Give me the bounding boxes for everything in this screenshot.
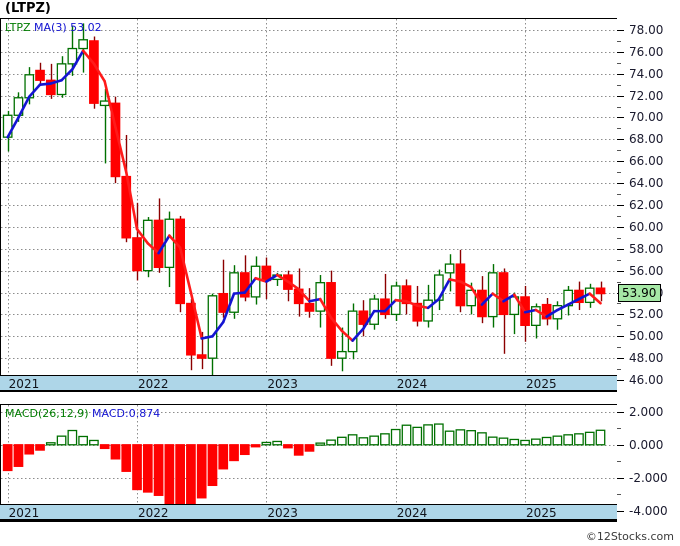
macd-y-tick-label: 2.000 <box>629 404 664 419</box>
y-tick-mark <box>617 183 624 185</box>
y-tick-mark <box>617 358 624 360</box>
price-x-axis: 2021 2022 2023 2024 2025 <box>0 375 618 392</box>
y-tick-label: 74.00 <box>629 66 664 81</box>
y-tick-mark <box>617 73 624 75</box>
macd-y-minor-tick <box>617 461 621 463</box>
legend-macd-indicator: MACD(26,12,9) <box>5 407 89 420</box>
x-tick-label: 2022 <box>138 377 169 391</box>
y-minor-tick <box>617 84 621 86</box>
watermark: ©12Stocks.com <box>585 530 674 543</box>
macd-y-tick-mark <box>617 477 624 479</box>
y-tick-mark <box>617 95 624 97</box>
y-tick-label: 76.00 <box>629 44 664 59</box>
last-price-flag: 53.90 <box>618 283 662 302</box>
x-tick-label: 2021 <box>8 377 40 391</box>
macd-x-axis: 2021 2022 2023 2024 2025 <box>0 504 618 521</box>
y-tick-label: 72.00 <box>629 88 664 103</box>
y-minor-tick <box>617 62 621 64</box>
y-tick-mark <box>617 139 624 141</box>
y-tick-label: 58.00 <box>629 241 664 256</box>
x-tick-label: 2025 <box>526 377 557 391</box>
y-minor-tick <box>617 172 621 174</box>
y-tick-label: 62.00 <box>629 198 664 212</box>
y-minor-tick <box>617 259 621 261</box>
macd-y-tick-mark <box>617 411 624 413</box>
legend-ma-label: MA(3) <box>34 21 67 34</box>
y-minor-tick <box>617 40 621 42</box>
y-tick-mark <box>617 336 624 338</box>
price-y-axis: 78.00 76.00 74.00 72.00 70.00 68.00 66.00 64.00… <box>617 18 680 392</box>
legend-macd-value: MACD:0.874 <box>92 407 161 420</box>
y-minor-tick <box>617 194 621 196</box>
y-minor-tick <box>617 347 621 349</box>
y-tick-mark <box>617 51 624 53</box>
macd-y-minor-tick <box>617 428 621 430</box>
price-plot-area[interactable] <box>1 19 617 391</box>
x-tick-label: 2023 <box>267 506 298 520</box>
y-tick-label: 48.00 <box>629 351 664 366</box>
legend-symbol: LTPZ <box>5 21 31 34</box>
y-tick-label: 52.00 <box>629 307 664 322</box>
y-minor-tick <box>617 215 621 217</box>
y-minor-tick <box>617 237 621 239</box>
y-minor-tick <box>617 325 621 327</box>
y-tick-mark <box>617 161 624 163</box>
y-minor-tick <box>617 303 621 305</box>
y-tick-mark <box>617 248 624 250</box>
price-chart-panel[interactable]: LTPZ MA(3) 53.02 <box>0 18 618 392</box>
macd-y-axis: 2.000 0.000 -2.000 -4.000 <box>617 404 680 522</box>
x-tick-label: 2023 <box>267 377 298 391</box>
y-tick-mark <box>617 380 624 382</box>
y-tick-label: 78.00 <box>629 22 664 37</box>
y-minor-tick <box>617 106 621 108</box>
y-tick-mark <box>617 270 624 272</box>
macd-chart-panel[interactable]: MACD(26,12,9) MACD:0.874 <box>0 404 618 522</box>
macd-y-tick-mark <box>617 511 624 513</box>
x-tick-label: 2024 <box>396 506 428 520</box>
y-minor-tick <box>617 369 621 371</box>
legend-ma-value: 53.02 <box>70 21 102 34</box>
y-tick-mark <box>617 205 624 206</box>
y-tick-mark <box>617 314 624 316</box>
y-tick-mark <box>617 29 624 31</box>
y-tick-mark <box>617 117 624 119</box>
macd-legend: MACD(26,12,9) MACD:0.874 <box>5 407 160 420</box>
y-tick-label: 56.00 <box>629 263 664 278</box>
y-tick-label: 68.00 <box>629 132 664 147</box>
y-tick-label: 46.00 <box>629 373 664 388</box>
price-candlestick-svg <box>1 19 617 391</box>
y-tick-label: 70.00 <box>629 110 664 125</box>
macd-y-minor-tick <box>617 494 621 496</box>
y-minor-tick <box>617 281 621 283</box>
x-tick-label: 2021 <box>8 506 40 520</box>
page-title: (LTPZ) <box>5 1 51 16</box>
macd-y-tick-label: 0.000 <box>629 437 664 452</box>
macd-y-tick-mark <box>617 444 624 446</box>
y-tick-label: 50.00 <box>629 329 664 344</box>
price-legend: LTPZ MA(3) 53.02 <box>5 21 102 34</box>
x-tick-label: 2022 <box>138 506 169 520</box>
macd-y-tick-label: -2.000 <box>629 470 668 485</box>
y-minor-tick <box>617 150 621 152</box>
y-minor-tick <box>617 128 621 130</box>
y-tick-label: 60.00 <box>629 219 664 234</box>
title-bar: (LTPZ) <box>0 0 680 18</box>
y-tick-label: 66.00 <box>629 154 664 169</box>
x-tick-label: 2024 <box>396 377 428 391</box>
y-tick-label: 64.00 <box>629 176 664 191</box>
x-tick-label: 2025 <box>526 506 557 520</box>
macd-y-tick-label: -4.000 <box>629 504 668 519</box>
y-tick-mark <box>617 226 624 228</box>
